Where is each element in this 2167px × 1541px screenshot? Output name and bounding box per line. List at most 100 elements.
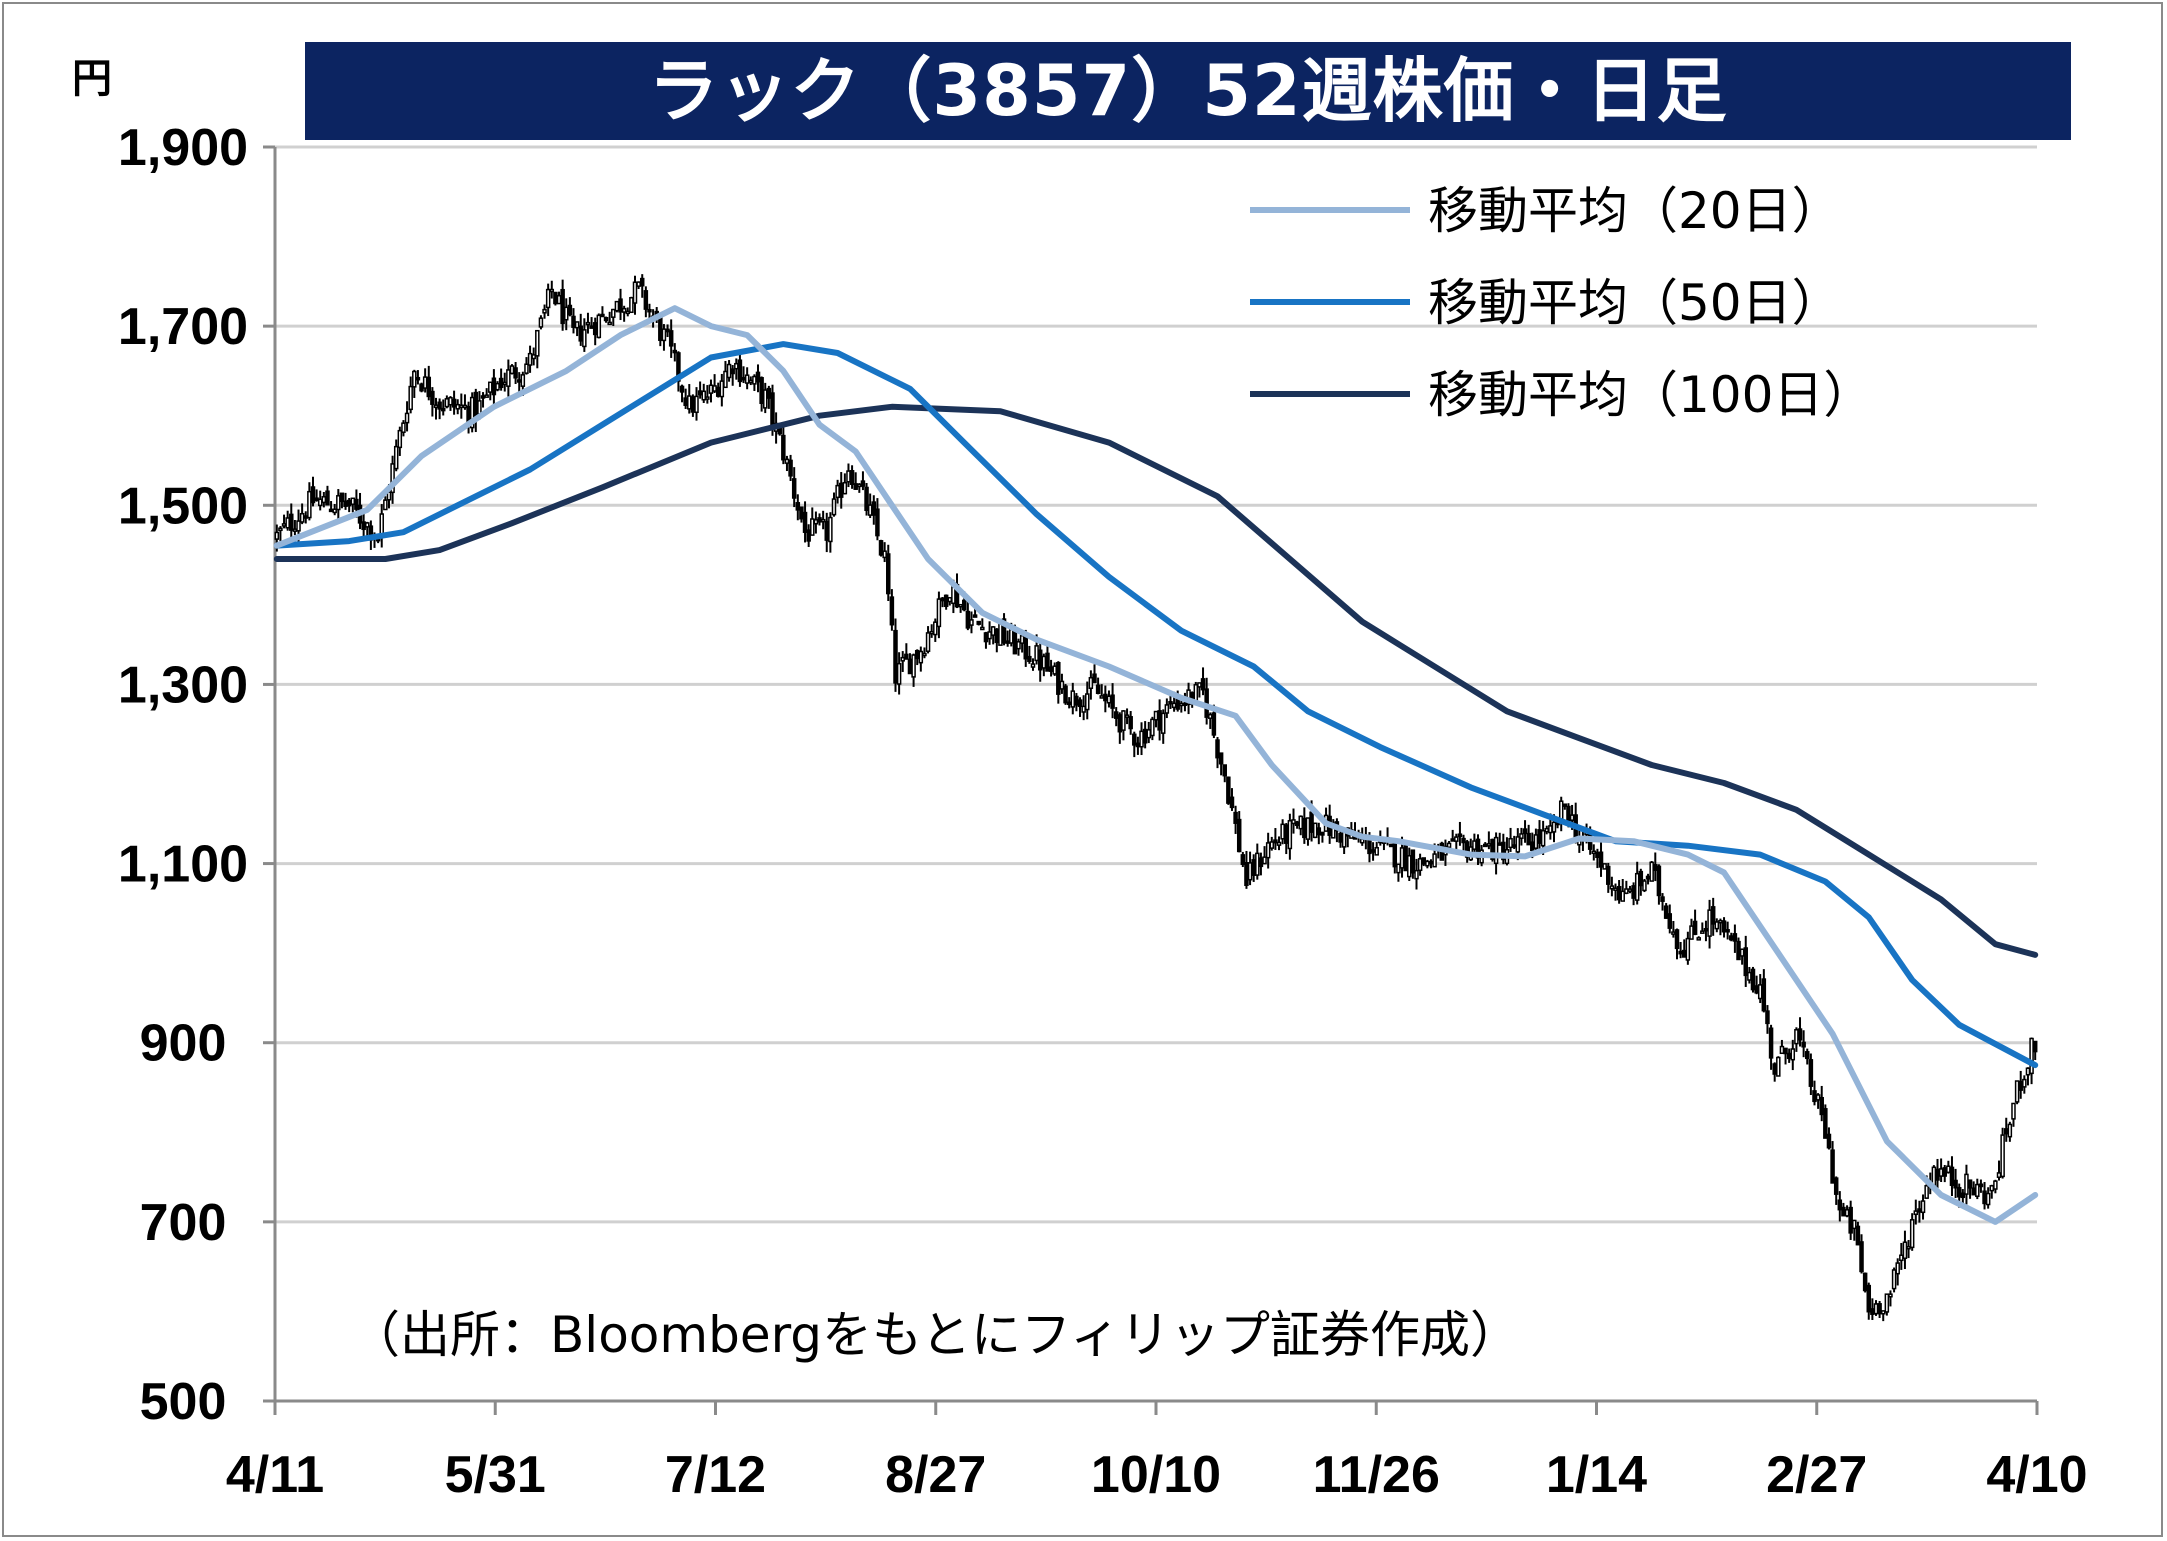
candle-body xyxy=(1153,710,1159,721)
candle-body xyxy=(1754,985,1759,994)
y-unit-label: 円 xyxy=(72,56,112,102)
candle-body xyxy=(987,631,992,640)
candle-body xyxy=(1421,857,1426,865)
candle-body xyxy=(1678,950,1683,955)
candle-body xyxy=(2025,1067,2031,1076)
candle-body xyxy=(2032,1040,2038,1053)
candle-body xyxy=(1750,968,1756,991)
candle-body xyxy=(1106,695,1112,704)
candle-body xyxy=(1855,1225,1861,1246)
candle-body xyxy=(1403,843,1408,872)
candle-body xyxy=(477,400,482,415)
candle-body xyxy=(990,626,996,636)
candle-body xyxy=(795,502,801,511)
candle-body xyxy=(1790,1048,1796,1061)
candle-body xyxy=(665,328,670,333)
candle-body xyxy=(1681,949,1687,958)
candle-body xyxy=(506,369,511,387)
candle-body xyxy=(687,395,692,410)
candle-body xyxy=(1946,1165,1951,1174)
candle-body xyxy=(488,381,493,393)
candle-body xyxy=(1048,666,1054,672)
candle-body xyxy=(1696,937,1701,941)
x-tick-label: 11/26 xyxy=(1313,1446,1440,1504)
candle-body xyxy=(737,359,743,383)
candle-body xyxy=(408,385,413,411)
candle-body xyxy=(1768,1027,1774,1059)
candle-body xyxy=(1432,853,1437,868)
candle-body xyxy=(1844,1209,1850,1217)
candle-body xyxy=(1519,833,1524,839)
candle-body xyxy=(647,308,652,313)
candle-body xyxy=(723,370,728,389)
candle-body xyxy=(1739,948,1745,957)
candle-body xyxy=(1953,1179,1958,1189)
candle-body xyxy=(1287,820,1293,850)
candle-body xyxy=(545,288,551,309)
candle-body xyxy=(1935,1168,1940,1181)
candle-body xyxy=(1888,1293,1893,1298)
candle-body xyxy=(936,598,942,628)
candle-body xyxy=(817,517,822,523)
candle-body xyxy=(1392,841,1398,868)
candle-body xyxy=(2003,1128,2009,1135)
candle-body xyxy=(390,463,395,494)
candle-body xyxy=(299,512,305,523)
candle-body xyxy=(933,621,938,636)
candle-body xyxy=(603,316,609,322)
candle-body xyxy=(1884,1293,1890,1313)
candle-body xyxy=(2018,1080,2023,1091)
candle-body xyxy=(766,387,772,399)
candle-body xyxy=(1989,1185,1995,1192)
candle-body xyxy=(1602,863,1607,870)
candle-body xyxy=(1732,933,1738,942)
candle-body xyxy=(857,483,862,488)
candle-body xyxy=(336,495,341,511)
candle-body xyxy=(1765,1010,1770,1025)
candle-body xyxy=(296,520,301,532)
candle-body xyxy=(705,396,710,400)
candle-body xyxy=(1121,710,1126,731)
candle-body xyxy=(893,629,898,684)
candle-body xyxy=(1128,716,1133,730)
x-tick-label: 7/12 xyxy=(665,1446,766,1504)
candle-body xyxy=(2022,1078,2027,1088)
candle-body xyxy=(1913,1210,1919,1216)
candle-body xyxy=(813,519,819,525)
candle-body xyxy=(314,497,319,502)
candle-body xyxy=(1606,865,1611,885)
candle-body xyxy=(878,540,884,556)
candle-body xyxy=(1692,920,1698,935)
candle-body xyxy=(1891,1269,1897,1290)
candle-body xyxy=(1493,836,1499,865)
candle-body xyxy=(1229,796,1235,809)
candle-body xyxy=(679,385,685,393)
candle-body xyxy=(1164,704,1170,714)
candle-body xyxy=(480,395,486,399)
candle-body xyxy=(726,363,732,379)
candle-body xyxy=(1428,860,1434,865)
candle-body xyxy=(513,367,518,379)
candle-body xyxy=(1457,833,1463,838)
candle-body xyxy=(1783,1047,1788,1055)
candle-body xyxy=(459,404,464,408)
candle-body xyxy=(1779,1045,1785,1055)
candle-body xyxy=(947,597,953,603)
candle-body xyxy=(1472,840,1477,850)
candle-body xyxy=(730,368,735,375)
candle-body xyxy=(556,294,562,305)
candle-body xyxy=(741,376,746,381)
candle-body xyxy=(661,328,667,342)
candle-body xyxy=(1171,702,1177,709)
candle-body xyxy=(904,653,909,660)
candle-body xyxy=(419,383,424,392)
y-tick-label: 1,500 xyxy=(118,477,248,535)
x-tick-label: 4/11 xyxy=(226,1446,324,1504)
candle-body xyxy=(719,380,725,398)
candle-body xyxy=(1616,885,1622,901)
candle-body xyxy=(1899,1254,1904,1262)
candle-body xyxy=(998,623,1003,646)
candle-body xyxy=(1620,890,1625,902)
y-tick-label: 1,700 xyxy=(118,298,248,356)
candle-body xyxy=(1251,859,1256,876)
